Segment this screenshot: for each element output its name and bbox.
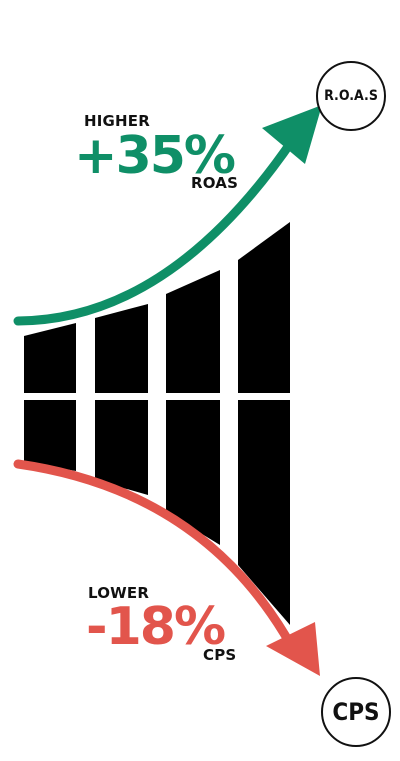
- cps-badge-text: CPS: [332, 698, 380, 726]
- roas-change-value: +35%: [74, 126, 236, 186]
- cps-badge: CPS: [321, 677, 391, 747]
- roas-badge-text: R.O.A.S: [324, 88, 378, 104]
- higher-label: HIGHER: [84, 112, 150, 130]
- roas-metric-label: ROAS: [191, 174, 239, 192]
- bar-1-bottom: [24, 400, 76, 471]
- bars-bottom-row: [24, 400, 290, 625]
- bar-3-bottom: [166, 400, 220, 545]
- bar-4-bottom: [238, 400, 290, 625]
- bar-3-top: [166, 270, 220, 393]
- bar-4-top: [238, 222, 290, 393]
- cps-metric-label: CPS: [203, 646, 237, 664]
- bar-1-top: [24, 323, 76, 393]
- bars-top-row: [24, 222, 290, 393]
- cps-change-value: -18%: [86, 597, 226, 657]
- lower-label: LOWER: [88, 584, 150, 602]
- lower-cps-arrowhead: [266, 622, 320, 676]
- bar-2-top: [95, 304, 148, 393]
- lower-cps-curve: [13, 459, 293, 645]
- higher-roas-curve: [13, 133, 299, 326]
- bar-2-bottom: [95, 400, 148, 495]
- higher-roas-arrowhead: [262, 105, 322, 164]
- roas-badge: R.O.A.S: [316, 61, 386, 131]
